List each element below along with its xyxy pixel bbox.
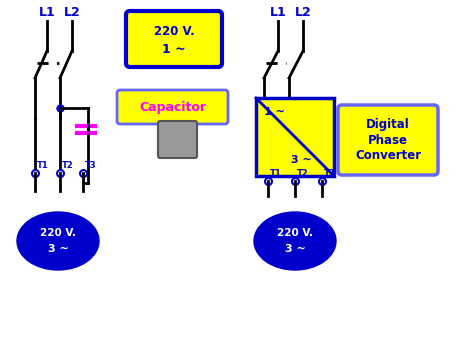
Text: T2: T2: [297, 169, 309, 178]
Text: Converter: Converter: [355, 149, 421, 162]
Text: Capacitor: Capacitor: [139, 100, 206, 113]
Ellipse shape: [17, 212, 99, 270]
Ellipse shape: [254, 212, 336, 270]
Text: 220 V.: 220 V.: [40, 228, 76, 238]
Text: T3: T3: [85, 161, 97, 170]
FancyBboxPatch shape: [338, 105, 438, 175]
Text: T3: T3: [324, 169, 336, 178]
Text: L2: L2: [64, 7, 81, 20]
Text: 1 ~: 1 ~: [162, 43, 186, 56]
Text: T1: T1: [37, 161, 49, 170]
Text: T1: T1: [270, 169, 282, 178]
Text: 220 V.: 220 V.: [277, 228, 313, 238]
FancyBboxPatch shape: [126, 11, 222, 67]
Text: 1 ~: 1 ~: [264, 107, 285, 117]
Text: 3 ~: 3 ~: [47, 244, 68, 254]
Text: 3 ~: 3 ~: [291, 155, 312, 165]
Bar: [256, 98, 334, 176]
Text: L1: L1: [270, 7, 286, 20]
Text: 220 V.: 220 V.: [154, 25, 194, 38]
Text: Phase: Phase: [368, 133, 408, 146]
Text: L1: L1: [38, 7, 55, 20]
Text: 3 ~: 3 ~: [284, 244, 305, 254]
FancyBboxPatch shape: [158, 121, 197, 158]
Text: Digital: Digital: [366, 118, 410, 131]
Text: L2: L2: [295, 7, 311, 20]
FancyBboxPatch shape: [117, 90, 228, 124]
Text: T2: T2: [62, 161, 74, 170]
